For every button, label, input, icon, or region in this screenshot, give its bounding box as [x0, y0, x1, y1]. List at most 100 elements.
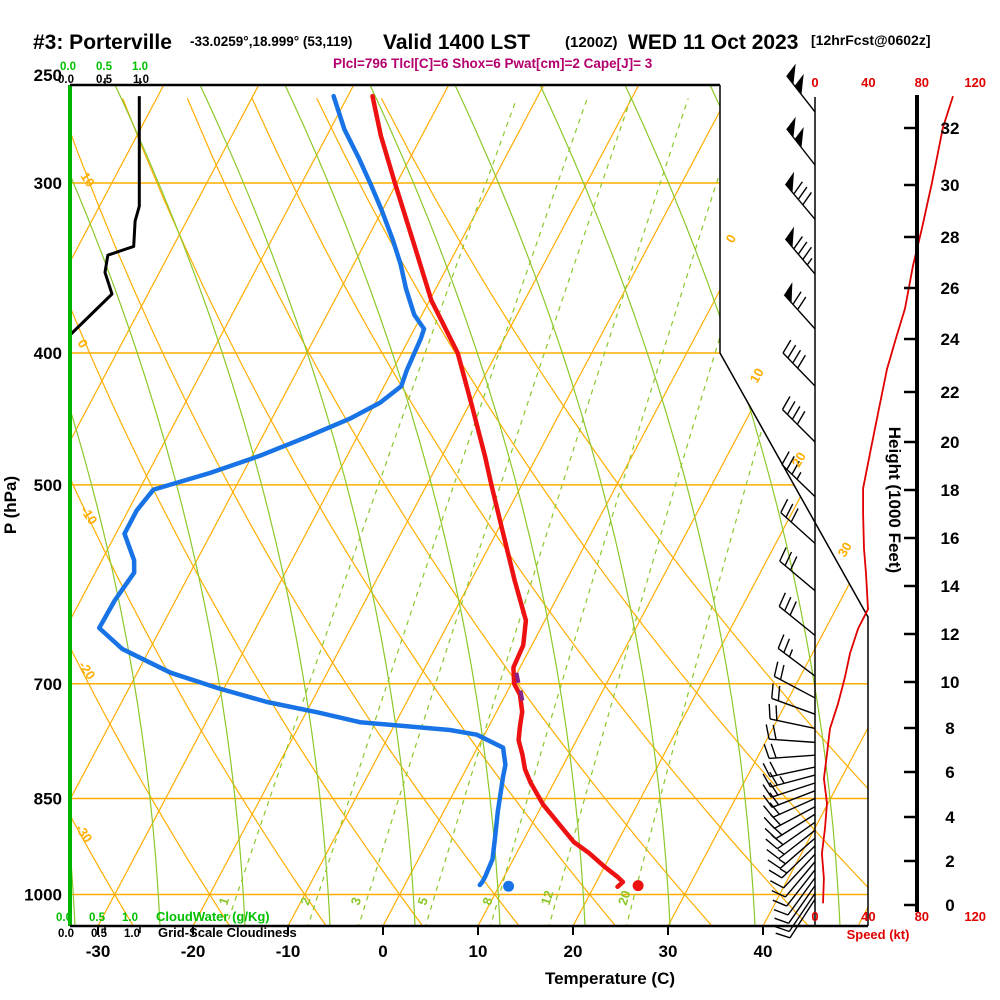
wind-barb — [762, 782, 816, 798]
dry-adiabat-label: -20 — [76, 658, 99, 682]
height-tick-label: 20 — [941, 433, 960, 452]
wind-barb-shaft — [778, 829, 816, 860]
wind-barb-feather — [796, 410, 806, 425]
mixing-ratio-line — [625, 98, 860, 926]
height-tick-label: 14 — [941, 577, 960, 596]
isotherm-label: 0 — [723, 232, 740, 246]
wind-barb — [784, 226, 816, 275]
wind-barb-feather — [773, 661, 779, 677]
wind-barb-feather — [771, 890, 786, 898]
wind-barb — [786, 63, 816, 113]
isotherm-line — [953, 85, 1000, 926]
wind-barb-shaft — [781, 408, 816, 443]
wind-barb-feather — [791, 406, 801, 420]
mixing-ratio-label: 1 — [216, 895, 233, 907]
temperature-tick-label: 20 — [564, 942, 583, 961]
wind-barb — [762, 771, 816, 788]
cloudwater-legend: CloudWater (g/Kg) — [156, 909, 270, 924]
height-tick-label: 24 — [941, 330, 960, 349]
wind-barb-feather — [778, 592, 786, 607]
mixing-ratio-label: 5 — [414, 895, 431, 907]
isotherm-line — [572, 85, 868, 926]
height-tick-label: 10 — [941, 673, 960, 692]
temperature-tick-label: 0 — [378, 942, 387, 961]
height-tick-label: 22 — [941, 383, 960, 402]
wind-barb-shaft — [770, 774, 816, 788]
cloudiness-legend: Grid-Scale Cloudiness — [158, 925, 297, 940]
wind-barb-feather — [763, 744, 770, 759]
wind-barb-shaft — [769, 766, 816, 778]
pressure-axis-label: P (hPa) — [1, 476, 20, 534]
wind-barb-feather — [771, 683, 774, 699]
wind-barb-shaft — [777, 647, 816, 677]
temperature-tick-label: 40 — [754, 942, 773, 961]
wind-barb-shaft — [784, 183, 816, 220]
wind-barb — [765, 821, 816, 850]
wind-barb-shaft — [781, 464, 816, 498]
wind-barb — [765, 724, 816, 744]
cloud-scale-number: 0.0 — [58, 74, 74, 86]
wind-barb — [770, 853, 816, 889]
moist-adiabat-line — [624, 85, 841, 926]
wind-barb-feather — [784, 551, 793, 566]
wind-barb — [773, 661, 816, 699]
isotherm-line — [762, 85, 868, 926]
isotherm-line — [477, 85, 868, 926]
wind-barb-shaft — [769, 738, 816, 744]
wind-barb — [775, 898, 816, 939]
wind-barb-pennant — [786, 116, 796, 138]
cloud-scale-number: 0.5 — [89, 912, 106, 924]
wind-barb-feather — [770, 743, 777, 759]
wind-barb-shaft — [786, 869, 816, 907]
wind-barb-feather — [779, 664, 785, 680]
height-tick-label: 26 — [941, 279, 960, 298]
wind-barb-shaft — [774, 675, 816, 699]
cloud-scale-number: 0.0 — [56, 912, 72, 924]
wind-barb-shaft — [778, 605, 816, 636]
isotherm-line — [70, 85, 165, 926]
wind-barb-shaft — [771, 697, 816, 715]
wind-barb-feather — [793, 236, 803, 250]
wind-barb-feather — [785, 503, 794, 518]
wind-barb-feather — [774, 917, 789, 924]
wind-barb-feather — [769, 771, 778, 786]
dry-adiabat-line — [70, 98, 136, 926]
isotherm-line — [97, 85, 545, 926]
wind-barb — [780, 498, 816, 544]
wind-barb-feather — [769, 813, 782, 826]
wind-barb — [771, 683, 816, 715]
wind-barb-shaft — [788, 892, 816, 932]
temperature-axis-label: Temperature (C) — [545, 969, 675, 988]
wind-barb-halffeather — [777, 848, 785, 855]
wind-barb-halffeather — [779, 868, 788, 874]
wind-barb-feather — [802, 192, 812, 206]
surface-dot — [632, 880, 644, 892]
wind-barb-feather — [792, 291, 802, 305]
temperature-tick-label: -20 — [181, 942, 206, 961]
cloud-scale-number: 1.0 — [132, 61, 148, 73]
wind-barb-feather — [770, 880, 784, 889]
wind-barb-feather — [797, 354, 806, 369]
wind-barb-feather — [767, 859, 781, 869]
height-tick-label: 30 — [941, 176, 960, 195]
mixing-ratio-label: 8 — [479, 895, 496, 907]
speed-bottom-tick-label: 120 — [964, 909, 986, 924]
wind-barb — [779, 547, 816, 592]
mixing-ratio-line — [306, 98, 588, 926]
wind-barb-feather — [770, 824, 783, 836]
height-tick-label: 12 — [941, 625, 960, 644]
isotherm-line — [70, 85, 260, 926]
mixing-ratio-label: 20 — [615, 889, 634, 907]
wind-barb-feather — [792, 349, 802, 364]
cloudiness-curve — [70, 96, 141, 337]
height-axis-label: Height (1000 Feet) — [885, 427, 904, 573]
pressure-tick-label: 500 — [34, 476, 62, 495]
temperature-tick-label: -10 — [276, 942, 301, 961]
moist-adiabat-line — [70, 85, 246, 926]
wind-barb-shaft — [783, 853, 816, 889]
wind-barb — [782, 339, 816, 387]
wind-barb-feather — [780, 498, 789, 513]
dewpoint-curve — [96, 93, 508, 888]
wind-barb — [772, 869, 816, 907]
